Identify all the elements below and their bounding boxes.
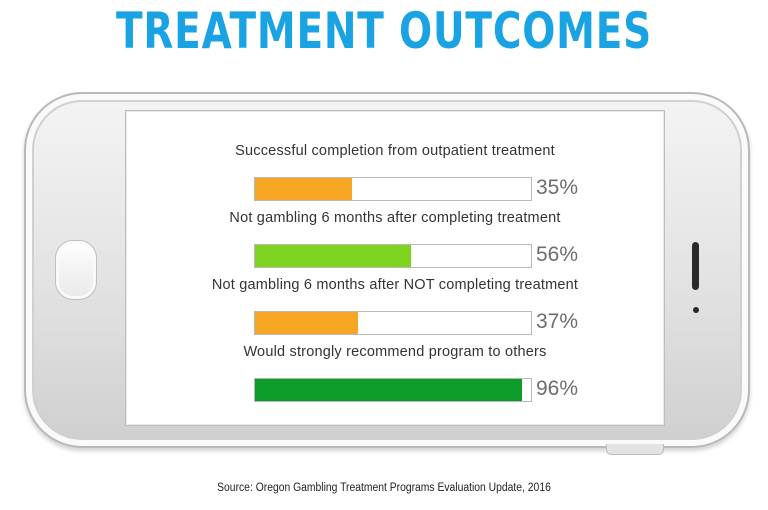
chart-title: TREATMENT OUTCOMES <box>115 2 653 60</box>
phone-screen <box>125 110 665 426</box>
category-label: Successful completion from outpatient tr… <box>235 143 555 159</box>
bar <box>255 178 352 200</box>
phone-home-button <box>55 240 97 300</box>
phone-speaker <box>692 242 699 290</box>
value-label: 96% <box>536 377 579 400</box>
phone-side-button <box>606 444 664 455</box>
bar-track <box>254 311 532 335</box>
category-label: Not gambling 6 months after completing t… <box>229 210 561 226</box>
value-label: 37% <box>536 310 579 333</box>
source-note: Source: Oregon Gambling Treatment Progra… <box>217 482 551 494</box>
category-label: Would strongly recommend program to othe… <box>243 344 547 360</box>
bar-track <box>254 177 532 201</box>
category-label: Not gambling 6 months after NOT completi… <box>211 277 579 293</box>
bar-track <box>254 378 532 402</box>
value-label: 35% <box>536 176 579 199</box>
bar-track <box>254 244 532 268</box>
bar <box>255 245 411 267</box>
bar <box>255 312 358 334</box>
value-label: 56% <box>536 243 579 266</box>
phone-camera <box>693 307 699 313</box>
bar <box>255 379 522 401</box>
